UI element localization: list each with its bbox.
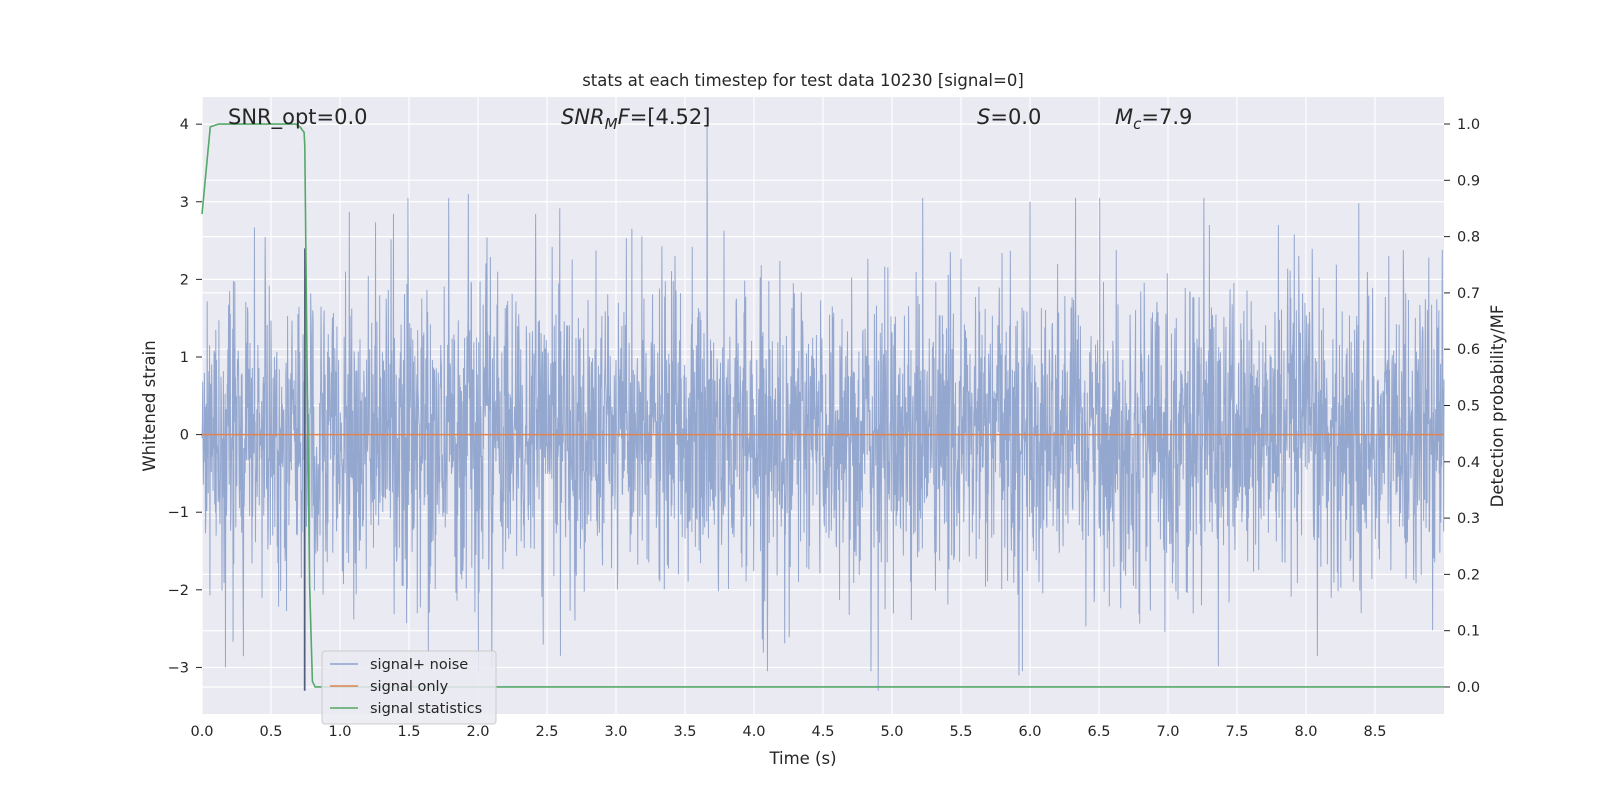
annotation-s: S=0.0 [977,105,1041,129]
y-tick-label: 3 [180,195,189,211]
y-tick-label: −2 [168,583,189,599]
annotation-snr-mf-symbol: SNR [561,105,605,129]
y2-tick-label: 1.0 [1457,117,1480,133]
x-tick-label: 0.5 [259,724,282,740]
annotation-s-value: =0.0 [990,105,1041,129]
annotation-snr-mf-value: =[4.52] [630,105,711,129]
signal-statistics-line [201,123,1444,688]
legend: signal+ noise signal only signal statist… [321,650,497,725]
annotation-snr-mf: SNRMF=[4.52] [561,105,710,133]
annotation-s-symbol: S [977,105,990,129]
series-signal-plus-noise [201,124,1445,691]
x-axis-label: Time (s) [768,749,836,768]
x-axis-ticks: 0.0 0.5 1.0 1.5 2.0 2.5 3.0 3.5 4.0 4.5 5.0 5.5 6.0 6… [190,724,1386,740]
legend-label-signal-statistics: signal statistics [370,701,482,717]
x-tick-label: 4.5 [811,724,834,740]
x-tick-label: 1.5 [397,724,420,740]
chart-title: stats at each timestep for test data 102… [582,71,1024,90]
x-tick-label: 8.5 [1363,724,1386,740]
y2-tick-label: 0.1 [1457,624,1480,640]
y2-tick-label: 0.0 [1457,680,1480,696]
x-tick-label: 1.0 [328,724,351,740]
annotation-mc-symbol: M [1115,105,1133,129]
x-tick-label: 5.5 [949,724,972,740]
x-tick-label: 2.5 [535,724,558,740]
x-tick-label: 6.0 [1018,724,1041,740]
y2-tick-label: 0.6 [1457,342,1480,358]
y-tick-label: −1 [168,505,189,521]
y2-tick-label: 0.3 [1457,511,1480,527]
y-tick-label: 1 [180,350,189,366]
y2-axis-ticks: 0.0 0.1 0.2 0.3 0.4 0.5 0.6 0.7 0.8 0.9 1.0 [1444,117,1480,696]
signal-plus-noise-line [201,124,1445,691]
y2-tick-label: 0.2 [1457,567,1480,583]
y-tick-label: 2 [180,272,189,288]
y-axis-label: Whitened strain [140,340,159,471]
annotation-mc-subscript: c [1133,115,1142,133]
annotation-mc-value: =7.9 [1141,105,1192,129]
y2-tick-label: 0.4 [1457,455,1480,471]
x-tick-label: 7.5 [1225,724,1248,740]
y-tick-label: 0 [180,428,189,444]
x-tick-label: 3.5 [673,724,696,740]
x-tick-label: 0.0 [190,724,213,740]
y-tick-label: −3 [168,660,189,676]
series-signal-statistics [201,123,1444,688]
annotation-snr-mf-tail: F [618,105,631,129]
x-tick-label: 8.0 [1294,724,1317,740]
x-tick-label: 4.0 [742,724,765,740]
annotation-mc: Mc=7.9 [1115,105,1192,133]
x-tick-label: 5.0 [880,724,903,740]
y2-tick-label: 0.8 [1457,230,1480,246]
legend-label-signal-plus-noise: signal+ noise [370,657,468,673]
y2-tick-label: 0.9 [1457,173,1480,189]
x-tick-label: 7.0 [1156,724,1179,740]
y2-axis-label: Detection probability/MF [1488,305,1507,508]
legend-label-signal-only: signal only [370,679,449,695]
annotation-snr-mf-subscript: M [605,115,618,133]
y2-tick-label: 0.5 [1457,399,1480,415]
x-tick-label: 2.0 [466,724,489,740]
y2-tick-label: 0.7 [1457,286,1480,302]
y-axis-ticks: −3 −2 −1 0 1 2 3 4 [168,117,202,676]
x-tick-label: 6.5 [1087,724,1110,740]
x-tick-label: 3.0 [604,724,627,740]
legend-box [321,650,497,725]
annotation-snr-opt: SNR_opt=0.0 [228,105,368,130]
y-tick-label: 4 [180,117,189,133]
